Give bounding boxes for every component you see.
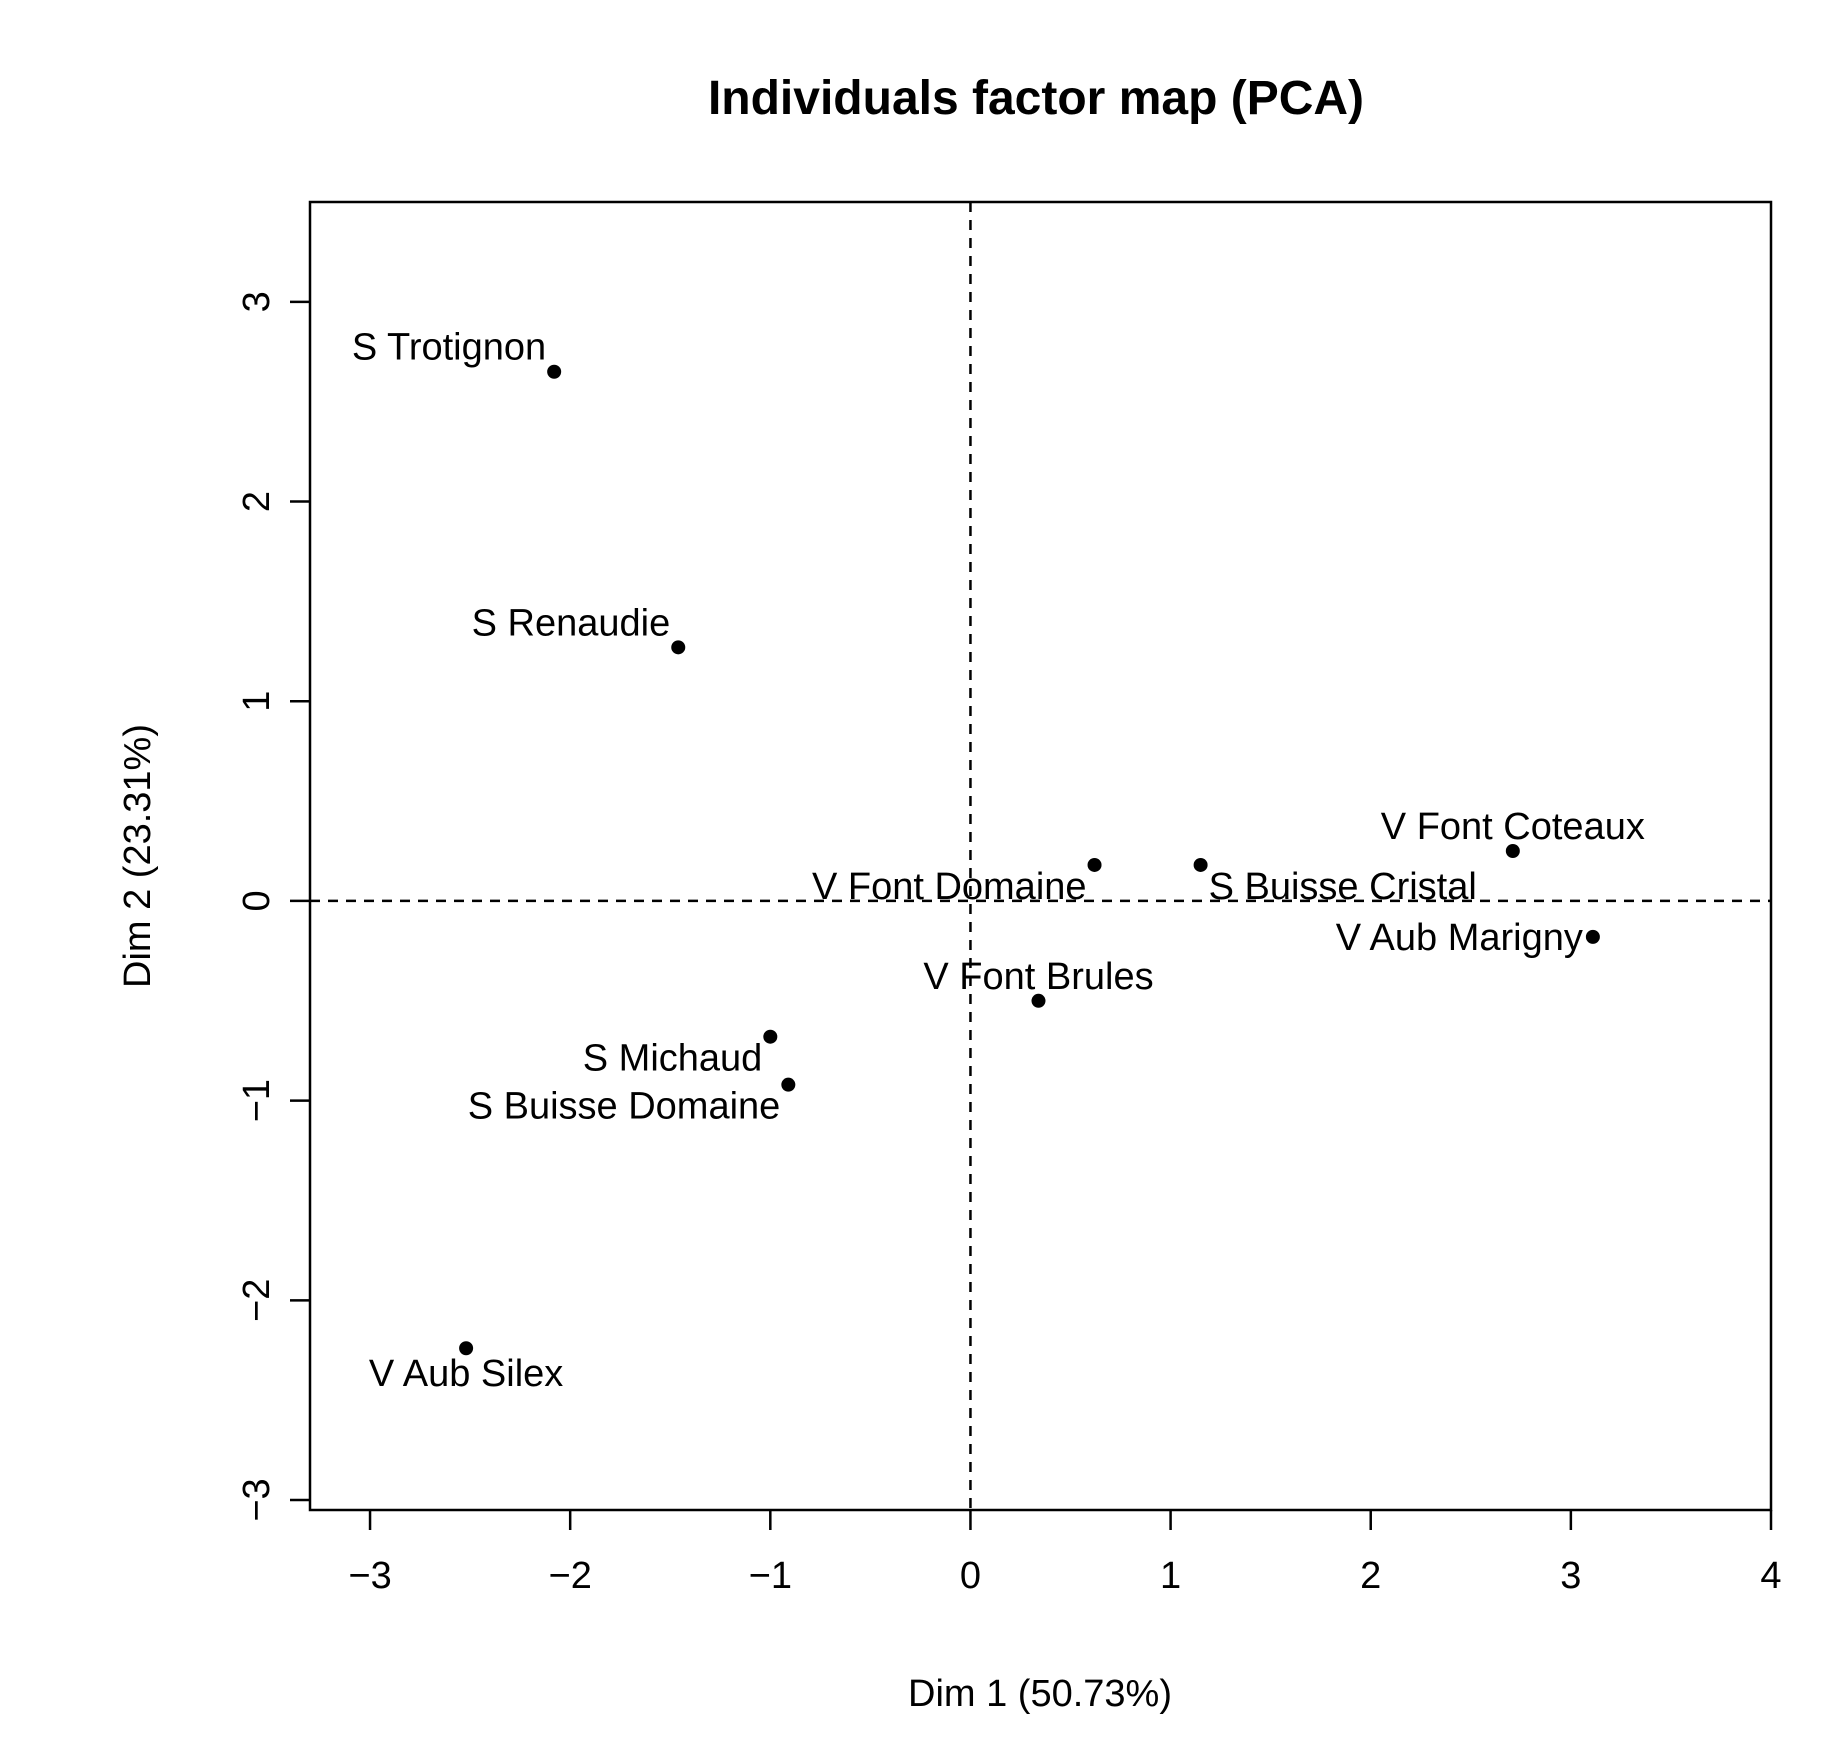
data-point-label: V Font Brules [923,956,1153,998]
data-point-group: S Renaudie [472,602,686,655]
data-point-group: V Font Domaine [812,857,1102,908]
data-point-label: S Buisse Cristal [1209,866,1477,908]
y-tick-label: 3 [236,291,278,312]
data-point [763,1029,778,1044]
data-point-label: V Aub Marigny [1336,917,1583,959]
x-tick-label: −1 [749,1555,792,1597]
y-tick-label: −2 [236,1279,278,1322]
reference-lines [310,202,1771,1510]
data-point-label: V Font Coteaux [1381,806,1645,848]
data-points: S Trotignon S Renaudie V Font Coteaux V Fon… [352,327,1645,1396]
data-point-label: S Michaud [583,1038,763,1080]
data-point-label: V Aub Silex [369,1353,563,1395]
data-point-group: S Buisse Cristal [1193,857,1477,908]
x-tick-label: −2 [549,1555,592,1597]
y-tick-label: −1 [236,1079,278,1122]
plot-frame [308,200,1773,1512]
y-tick-label: 2 [236,491,278,512]
data-point-group: V Font Brules [923,956,1154,1008]
data-point [671,640,686,655]
y-axis-label: Dim 2 (23.31%) [117,724,159,988]
x-axis-label: Dim 1 (50.73%) [908,1673,1172,1715]
data-point-group: S Buisse Domaine [468,1077,796,1128]
data-point-label: S Buisse Domaine [468,1086,781,1128]
data-point [1193,857,1208,872]
x-tick-label: 4 [1760,1555,1781,1597]
data-point [1585,929,1600,944]
x-tick-label: 0 [960,1555,981,1597]
y-tick-label: 0 [236,890,278,911]
data-point-label: S Trotignon [352,327,546,369]
x-tick-label: 3 [1560,1555,1581,1597]
data-point-group: V Font Coteaux [1381,806,1645,859]
x-tick-label: 1 [1160,1555,1181,1597]
y-tick-label: 1 [236,691,278,712]
data-point-label: V Font Domaine [812,866,1087,908]
data-point [1087,857,1102,872]
x-axis: −3 −2 −1 0 1 2 3 4 [348,1510,1782,1597]
data-point-label: S Renaudie [472,602,671,644]
x-tick-label: −3 [348,1555,391,1597]
data-point-group: S Trotignon [352,327,562,379]
data-point [547,364,562,379]
data-point-group: V Aub Silex [369,1341,563,1395]
y-tick-label: −3 [236,1478,278,1521]
chart-title: Individuals factor map (PCA) [708,72,1364,125]
x-tick-label: 2 [1360,1555,1381,1597]
data-point [1505,844,1520,859]
data-point-group: V Aub Marigny [1336,917,1600,959]
data-point [1031,993,1046,1008]
y-axis: −3 −2 −1 0 1 2 3 [236,291,310,1522]
data-point [781,1077,796,1092]
data-point [459,1341,474,1356]
data-point-group: S Michaud [583,1029,778,1080]
